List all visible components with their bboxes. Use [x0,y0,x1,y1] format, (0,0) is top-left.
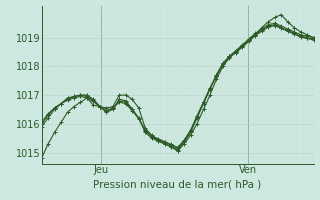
X-axis label: Pression niveau de la mer( hPa ): Pression niveau de la mer( hPa ) [93,180,262,190]
